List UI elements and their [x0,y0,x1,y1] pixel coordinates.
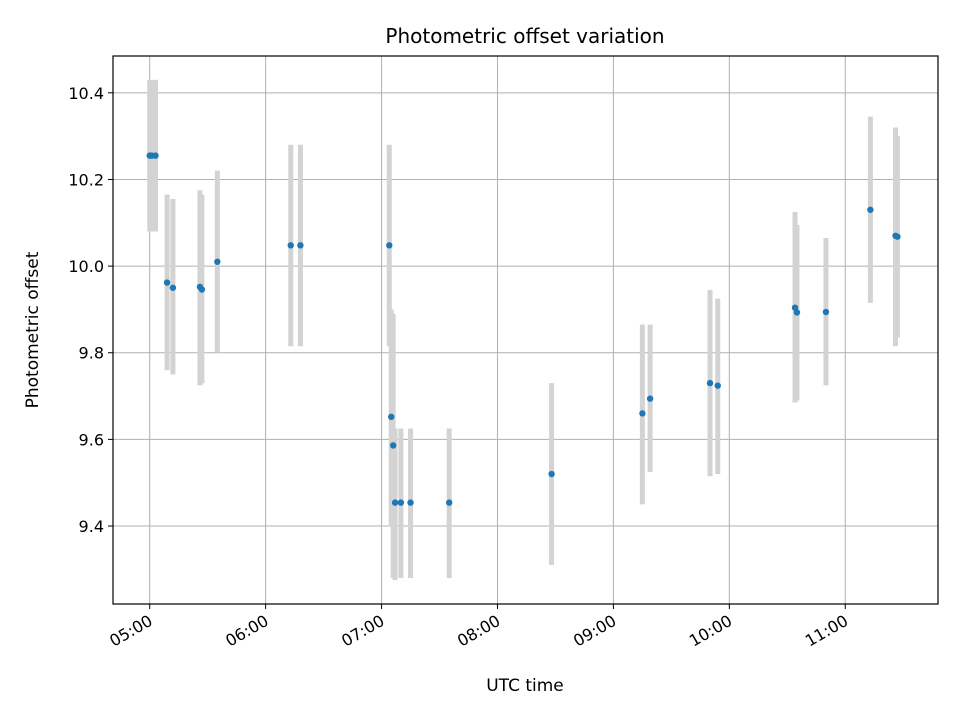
data-point [793,309,801,316]
data-point [287,242,294,249]
data-point [407,499,414,506]
y-tick-label: 10.4 [68,84,104,103]
grid [113,56,938,604]
data-point [163,279,171,286]
data-point [386,242,393,249]
data-point [297,242,304,249]
data-point [548,470,555,478]
data-point [639,410,646,417]
data-point [646,395,654,402]
x-axis-label: UTC time [486,676,564,696]
y-tick-label: 9.8 [79,344,104,363]
data-point [445,499,453,506]
data-point [391,499,399,506]
plot-frame [112,55,939,605]
data-points [146,152,901,506]
data-point [389,442,397,449]
y-tick-label: 9.6 [79,430,104,449]
y-tick-label: 10.2 [68,170,104,189]
data-point [198,286,206,293]
data-point [169,284,177,291]
y-tick-label: 10.0 [68,257,104,276]
data-point [397,499,405,506]
data-point [706,379,714,387]
data-point [152,152,159,159]
data-point [867,206,874,213]
chart-title: Photometric offset variation [385,24,664,48]
data-point [388,413,395,421]
data-point [822,308,830,316]
y-axis-label: Photometric offset [23,251,43,408]
y-tick-label: 9.4 [79,517,104,536]
data-point [214,258,221,265]
data-point [894,233,901,240]
data-point [714,382,721,389]
